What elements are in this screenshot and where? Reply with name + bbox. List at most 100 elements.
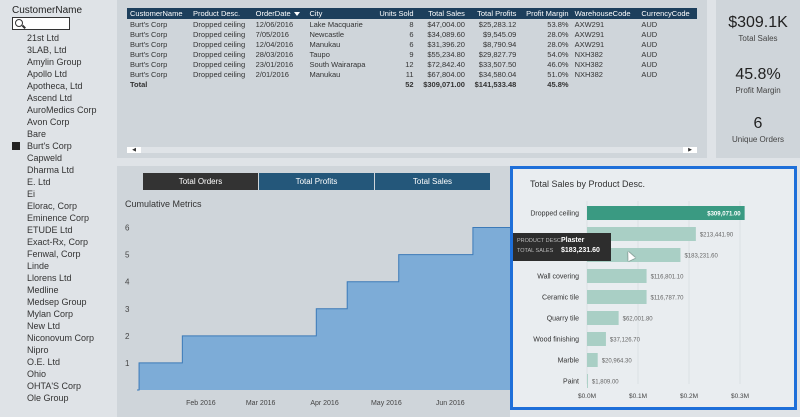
column-header[interactable]: Units Sold bbox=[373, 8, 417, 19]
checkbox-icon[interactable] bbox=[12, 130, 20, 138]
checkbox-icon[interactable] bbox=[12, 94, 20, 102]
slicer-item[interactable]: Nipro bbox=[12, 344, 97, 356]
checkbox-icon[interactable] bbox=[12, 274, 20, 282]
x-tick-label: $0.3M bbox=[731, 393, 749, 400]
bar[interactable] bbox=[587, 374, 588, 388]
scroll-left-icon[interactable]: ◀ bbox=[127, 147, 141, 153]
checkbox-icon[interactable] bbox=[12, 178, 20, 186]
checkbox-icon[interactable] bbox=[12, 46, 20, 54]
checkbox-icon[interactable] bbox=[12, 346, 20, 354]
slicer-item-label: ETUDE Ltd bbox=[27, 225, 73, 235]
slicer-item[interactable]: Bare bbox=[12, 128, 97, 140]
slicer-item[interactable]: Ascend Ltd bbox=[12, 92, 97, 104]
table-row: Burt's Corp Dropped ceiling 28/03/2016 Taup… bbox=[127, 49, 697, 59]
checkbox-icon[interactable] bbox=[12, 106, 20, 114]
slicer-item[interactable]: E. Ltd bbox=[12, 176, 97, 188]
slicer-item[interactable]: Capweld bbox=[12, 152, 97, 164]
table-cell: Dropped ceiling bbox=[193, 39, 246, 49]
slicer-item[interactable]: New Ltd bbox=[12, 320, 97, 332]
bar[interactable] bbox=[587, 227, 696, 241]
scroll-right-icon[interactable]: ▶ bbox=[683, 147, 697, 153]
slicer-item[interactable]: Avon Corp bbox=[12, 116, 97, 128]
checkbox-icon[interactable] bbox=[12, 70, 20, 78]
tab-total-orders[interactable]: Total Orders bbox=[143, 173, 259, 190]
bar[interactable] bbox=[587, 311, 619, 325]
checkbox-icon[interactable] bbox=[12, 154, 20, 162]
slicer-item[interactable]: Dharma Ltd bbox=[12, 164, 97, 176]
slicer-item[interactable]: Niconovum Corp bbox=[12, 332, 97, 344]
checkbox-icon[interactable] bbox=[12, 238, 20, 246]
total-cell: 45.8% bbox=[547, 79, 569, 89]
checkbox-icon[interactable] bbox=[12, 286, 20, 294]
checkbox-icon[interactable] bbox=[12, 166, 20, 174]
checkbox-icon[interactable] bbox=[12, 310, 20, 318]
slicer-item[interactable]: O.E. Ltd bbox=[12, 356, 97, 368]
sort-descending-icon[interactable] bbox=[293, 12, 300, 17]
table-cell: 11 bbox=[405, 69, 414, 79]
slicer-item[interactable]: Medline bbox=[12, 284, 97, 296]
checkbox-icon[interactable] bbox=[12, 394, 20, 402]
slicer-item[interactable]: Llorens Ltd bbox=[12, 272, 97, 284]
slicer-search-input[interactable] bbox=[12, 17, 70, 30]
slicer-item[interactable]: 3LAB, Ltd bbox=[12, 44, 97, 56]
checkbox-icon[interactable] bbox=[12, 202, 20, 210]
column-header[interactable]: Profit Margin bbox=[519, 8, 572, 19]
checkbox-icon[interactable] bbox=[12, 190, 20, 198]
slicer-item[interactable]: Ole Group bbox=[12, 392, 97, 404]
slicer-item[interactable]: Apollo Ltd bbox=[12, 68, 97, 80]
tab-total-sales[interactable]: Total Sales bbox=[375, 173, 491, 190]
slicer-item[interactable]: Apotheca, Ltd bbox=[12, 80, 97, 92]
column-header[interactable]: OrderDate bbox=[252, 8, 307, 19]
slicer-item-label: Fenwal, Corp bbox=[27, 249, 81, 259]
slicer-item[interactable]: Linde bbox=[12, 260, 97, 272]
checkbox-icon[interactable] bbox=[12, 262, 20, 270]
checkbox-icon[interactable] bbox=[12, 58, 20, 66]
tab-total-profits[interactable]: Total Profits bbox=[259, 173, 375, 190]
slicer-item-label: Ascend Ltd bbox=[27, 93, 73, 103]
slicer-item[interactable]: Elorac, Corp bbox=[12, 200, 97, 212]
slicer-item[interactable]: Ei bbox=[12, 188, 97, 200]
slicer-item[interactable]: Burt's Corp bbox=[12, 140, 97, 152]
horizontal-scrollbar[interactable]: ◀ ▶ bbox=[127, 147, 697, 153]
slicer-item[interactable]: Amylin Group bbox=[12, 56, 97, 68]
checkbox-icon[interactable] bbox=[12, 142, 20, 150]
column-header-label: Units Sold bbox=[379, 9, 414, 18]
slicer-item[interactable]: ETUDE Ltd bbox=[12, 224, 97, 236]
slicer-item[interactable]: Eminence Corp bbox=[12, 212, 97, 224]
column-header[interactable]: WarehouseCode bbox=[571, 8, 639, 19]
column-header[interactable]: CurrencyCode bbox=[638, 8, 697, 19]
checkbox-icon[interactable] bbox=[12, 358, 20, 366]
slicer-item[interactable]: Mylan Corp bbox=[12, 308, 97, 320]
checkbox-icon[interactable] bbox=[12, 298, 20, 306]
bar[interactable] bbox=[587, 206, 745, 220]
checkbox-icon[interactable] bbox=[12, 118, 20, 126]
slicer-item[interactable]: Fenwal, Corp bbox=[12, 248, 97, 260]
slicer-item[interactable]: Medsep Group bbox=[12, 296, 97, 308]
bar[interactable] bbox=[587, 290, 647, 304]
slicer-item[interactable]: Exact-Rx, Corp bbox=[12, 236, 97, 248]
checkbox-icon[interactable] bbox=[12, 34, 20, 42]
column-header[interactable]: Total Sales bbox=[416, 8, 468, 19]
checkbox-icon[interactable] bbox=[12, 334, 20, 342]
column-header[interactable]: Product Desc. bbox=[190, 8, 253, 19]
slicer-item[interactable]: AuroMedics Corp bbox=[12, 104, 97, 116]
checkbox-icon[interactable] bbox=[12, 250, 20, 258]
slicer-item[interactable]: 21st Ltd bbox=[12, 32, 97, 44]
checkbox-icon[interactable] bbox=[12, 322, 20, 330]
checkbox-icon[interactable] bbox=[12, 370, 20, 378]
slicer-item[interactable]: Ohio bbox=[12, 368, 97, 380]
bar[interactable] bbox=[587, 269, 647, 283]
checkbox-icon[interactable] bbox=[12, 214, 20, 222]
table-cell: AUD bbox=[641, 19, 658, 29]
column-header[interactable]: Total Profits bbox=[467, 8, 520, 19]
table-cell: Lake Macquarie bbox=[309, 19, 363, 29]
checkbox-icon[interactable] bbox=[12, 226, 20, 234]
unique-orders-label: Unique Orders bbox=[731, 135, 785, 144]
column-header[interactable]: CustomerName bbox=[127, 8, 191, 19]
column-header[interactable]: City bbox=[306, 8, 374, 19]
slicer-item[interactable]: OHTA'S Corp bbox=[12, 380, 97, 392]
bar[interactable] bbox=[587, 332, 606, 346]
bar[interactable] bbox=[587, 353, 598, 367]
checkbox-icon[interactable] bbox=[12, 382, 20, 390]
checkbox-icon[interactable] bbox=[12, 82, 20, 90]
